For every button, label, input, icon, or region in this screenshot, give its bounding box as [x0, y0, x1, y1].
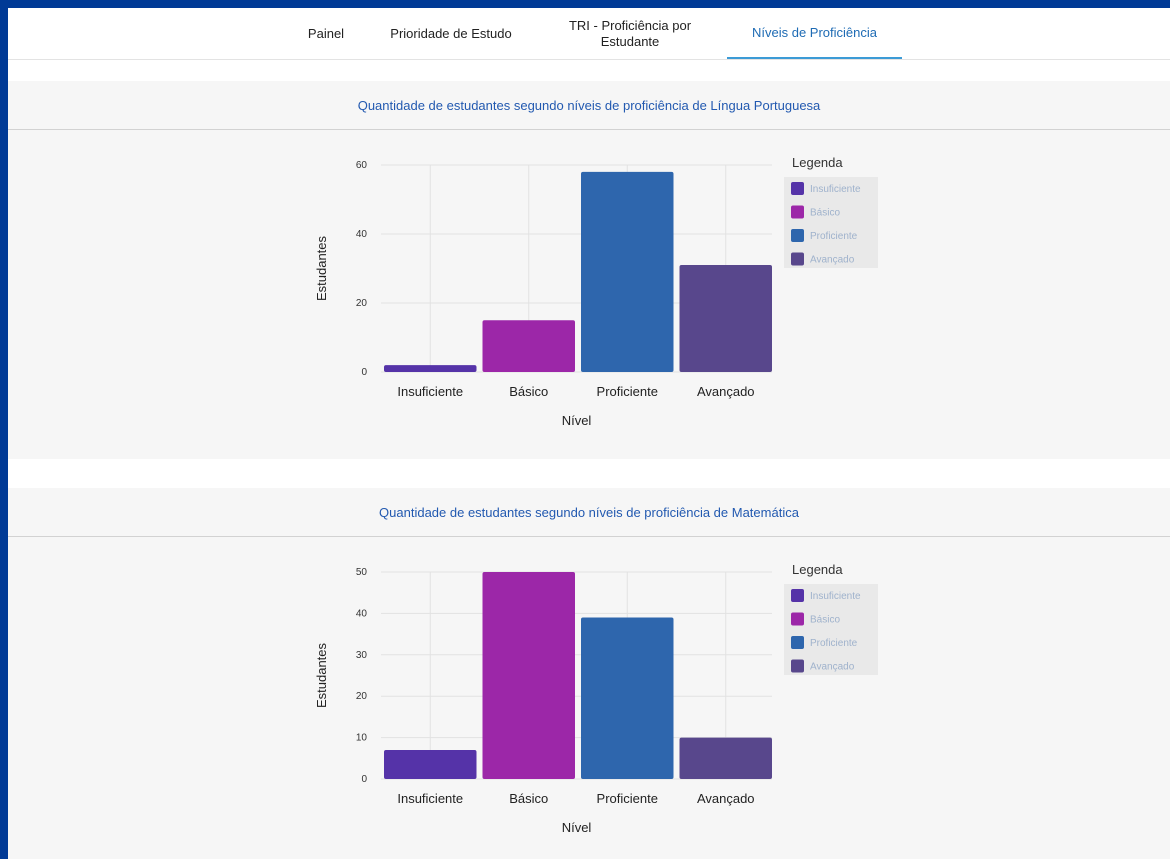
x-axis-title: Nível [562, 820, 592, 835]
y-tick-label: 40 [356, 229, 368, 240]
legend-title: Legenda [792, 155, 843, 170]
x-tick-label: Básico [509, 384, 548, 399]
x-tick-label: Insuficiente [397, 384, 463, 399]
legend-item-label: Insuficiente [810, 184, 861, 195]
y-tick-label: 0 [361, 774, 367, 785]
x-tick-label: Avançado [697, 791, 755, 806]
legend-item-label: Básico [810, 208, 840, 219]
x-tick-label: Proficiente [597, 384, 658, 399]
legend-swatch [791, 229, 804, 242]
legend-swatch [791, 205, 804, 219]
x-tick-label: Básico [509, 791, 548, 806]
bar-insuficiente [384, 365, 477, 372]
bar-proficiente [581, 617, 674, 779]
x-tick-label: Insuficiente [397, 791, 463, 806]
legend-swatch [791, 636, 804, 649]
tab-painel[interactable]: Painel [307, 25, 345, 41]
legend-swatch [791, 589, 804, 602]
bar-avançado [679, 737, 772, 779]
y-axis-title: Estudantes [314, 642, 329, 708]
legend-item-label: Básico [810, 615, 840, 626]
bar-chart-math: 0 10 20 30 40 50 Insuficiente Básico Proficiente… [314, 562, 878, 835]
x-tick-label: Avançado [697, 384, 755, 399]
x-axis-title: Nível [562, 413, 592, 428]
legend-title: Legenda [792, 562, 843, 577]
y-tick-label: 60 [356, 160, 368, 171]
y-tick-label: 0 [361, 367, 367, 378]
bar-insuficiente [384, 750, 477, 779]
chart-panel-math: Quantidade de estudantes segundo níveis … [8, 488, 1170, 859]
chart-title: Quantidade de estudantes segundo níveis … [8, 488, 1170, 537]
legend-swatch [791, 182, 804, 195]
tab-tri-proficiencia-por-estudante[interactable]: TRI - Proficiência por Estudante [568, 17, 692, 49]
legend-item-label: Insuficiente [810, 591, 861, 602]
legend-item-label: Proficiente [810, 231, 858, 242]
legend-item-label: Avançado [810, 662, 855, 673]
legend-item-label: Proficiente [810, 638, 858, 649]
chart-title: Quantidade de estudantes segundo níveis … [8, 81, 1170, 130]
tab-prioridade-de-estudo[interactable]: Prioridade de Estudo [390, 25, 512, 41]
y-tick-label: 30 [356, 650, 368, 661]
bar-básico [482, 572, 575, 779]
bar-chart-portuguese: 0 20 40 60 Insuficiente Básico Proficiente Avan… [314, 155, 878, 428]
bar-avançado [679, 265, 772, 372]
y-tick-label: 50 [356, 567, 368, 578]
legend-swatch [791, 659, 804, 673]
legend-item-label: Avançado [810, 255, 855, 266]
app-frame: Painel Prioridade de Estudo TRI - Profic… [8, 8, 1170, 859]
y-tick-label: 10 [356, 733, 368, 744]
tab-niveis-de-proficiencia[interactable]: Níveis de Proficiência [727, 8, 902, 59]
legend-swatch [791, 612, 804, 626]
tab-bar: Painel Prioridade de Estudo TRI - Profic… [8, 8, 1170, 60]
chart-panel-portuguese: Quantidade de estudantes segundo níveis … [8, 81, 1170, 459]
bar-básico [482, 320, 575, 372]
x-tick-label: Proficiente [597, 791, 658, 806]
bar-proficiente [581, 171, 674, 372]
y-tick-label: 40 [356, 608, 368, 619]
y-tick-label: 20 [356, 691, 368, 702]
y-tick-label: 20 [356, 298, 368, 309]
y-axis-title: Estudantes [314, 235, 329, 301]
legend-swatch [791, 252, 804, 266]
